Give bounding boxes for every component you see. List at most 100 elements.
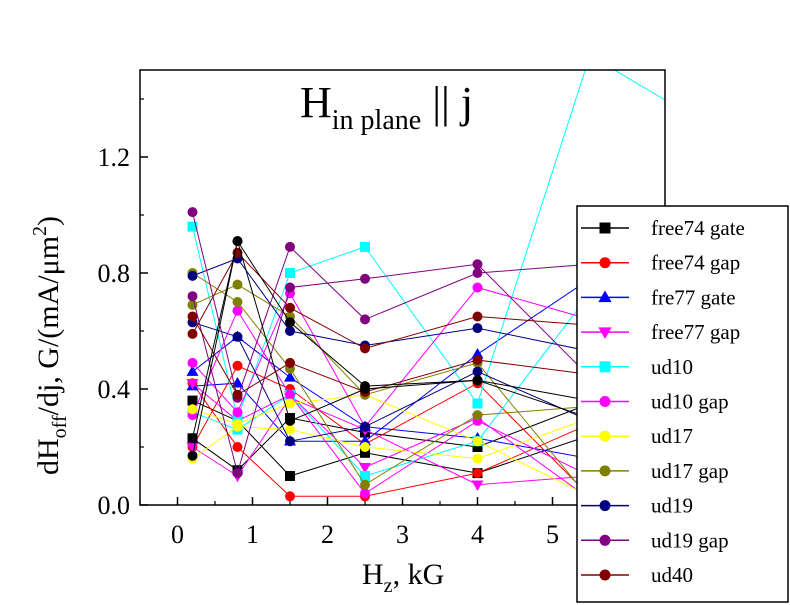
legend-label: free77 gap <box>651 320 740 344</box>
x-tick-label-0: 0 <box>171 520 184 549</box>
series-4-point-0-5 <box>585 51 595 61</box>
series-7-point-0-1 <box>232 279 243 290</box>
legend-swatch-marker <box>599 465 611 477</box>
x-axis-label-main: H <box>362 558 384 591</box>
legend-label: fre77 gate <box>651 285 736 309</box>
series-9-point-1-0 <box>187 291 198 302</box>
series-9-point-1-4 <box>472 259 483 270</box>
series-7-point-1-3 <box>360 479 370 490</box>
x-tick-label-2: 2 <box>321 520 334 549</box>
chart-title-main: H <box>300 78 332 127</box>
series-9-point-1-3 <box>360 273 370 284</box>
series-10-point-1-2 <box>285 357 295 368</box>
series-8-point-1-1 <box>232 331 243 342</box>
y-axis-label-mid: /dj, G/(mA/μm <box>32 236 65 415</box>
legend-label: ud10 gap <box>651 390 729 414</box>
legend-label: ud19 gap <box>651 528 729 552</box>
legend-label: ud10 <box>651 355 693 379</box>
legend-items: free74 gate free74 gap fre77 gate free77 ga… <box>581 216 745 587</box>
series-5-point-0-0 <box>187 357 198 368</box>
series-6-point-0-3 <box>360 442 370 452</box>
series-5-point-1-2 <box>285 389 295 400</box>
y-axis-label-sub: off <box>49 415 71 438</box>
series-11-point-1-3 <box>360 381 370 392</box>
series-10-point-0-3 <box>360 343 370 354</box>
series-3-point-1-0 <box>186 378 199 390</box>
series-0-point-0-2 <box>285 471 295 481</box>
series-8-point-1-3 <box>360 421 370 432</box>
legend-item-7: ud17 gap <box>581 459 729 483</box>
series-6-point-0-2 <box>285 424 295 435</box>
legend-swatch-marker <box>599 257 611 269</box>
legend-label: ud17 gap <box>651 459 729 483</box>
legend-label: free74 gate <box>651 216 745 240</box>
series-0-point-0-0 <box>187 395 198 406</box>
legend-item-4: ud10 <box>581 355 693 379</box>
legend-label: ud40 <box>651 563 693 587</box>
series-2-point-0-3 <box>359 434 371 446</box>
series-10-point-0-2 <box>285 302 295 313</box>
series-4-point-0-1 <box>232 413 243 423</box>
series-8-point-0-0 <box>187 270 198 281</box>
series-0-point-0-3 <box>360 447 370 458</box>
series-0-point-1-4 <box>472 442 483 452</box>
series-10-point-0-4 <box>472 311 483 322</box>
series-10-point-1-0 <box>187 311 198 322</box>
legend: free74 gate free74 gap fre77 gate free77 ga… <box>576 205 789 603</box>
series-5-point-1-3 <box>360 488 370 499</box>
series-3-point-0-4 <box>471 480 484 491</box>
legend-label: ud19 <box>651 494 693 518</box>
y-axis-label-pre: dH <box>32 438 65 475</box>
series-8-point-0-4 <box>472 323 483 334</box>
chart-title: Hin plane || j <box>300 78 473 136</box>
series-10-point-1-4 <box>472 355 483 365</box>
legend-swatch-marker <box>599 534 611 546</box>
series-9-point-0-2 <box>285 241 295 252</box>
y-axis-label-post: ) <box>32 216 65 226</box>
series-7-point-1-4 <box>472 410 483 421</box>
series-1-point-0-1 <box>232 442 243 452</box>
series-1-point-0-4 <box>472 468 483 479</box>
series-11-point-0-0 <box>187 450 198 461</box>
series-5-point-1-1 <box>232 305 243 316</box>
series-2-point-1-0 <box>186 365 199 376</box>
y-axis-label: dHoff/dj, G/(mA/μm2) <box>29 216 71 475</box>
chart-title-rest: || j <box>421 78 473 127</box>
x-tick-label-4: 4 <box>471 520 484 549</box>
legend-item-8: ud19 <box>581 494 693 518</box>
legend-item-9: ud19 gap <box>581 528 729 552</box>
series-9-point-1-2 <box>285 282 295 293</box>
chart-title-sub: in plane <box>332 105 421 136</box>
series-2-point-0-4 <box>471 347 484 359</box>
legend-item-2: fre77 gate <box>581 285 736 309</box>
series-11-point-1-2 <box>285 317 295 328</box>
x-axis-label-sub: z <box>384 575 393 597</box>
series-5-point-0-4 <box>472 282 483 293</box>
series-1-point-0-2 <box>285 491 295 502</box>
legend-item-0: free74 gate <box>581 216 745 240</box>
legend-label: free74 gap <box>651 251 740 275</box>
legend-swatch-marker <box>599 500 611 512</box>
series-6-point-1-0 <box>187 404 198 415</box>
series-4-point-0-4 <box>472 398 483 409</box>
series-4-point-0-2 <box>285 268 295 278</box>
legend-label: ud17 <box>651 424 693 448</box>
x-tick-label-3: 3 <box>396 520 409 549</box>
y-tick-label-2: 0.8 <box>98 259 131 288</box>
legend-swatch-marker <box>599 396 611 407</box>
legend-swatch-marker <box>599 222 611 234</box>
y-tick-label-3: 1.2 <box>98 143 131 172</box>
legend-swatch-marker <box>599 430 611 442</box>
series-4-point-0-3 <box>360 241 370 252</box>
series-4-point-0-6 <box>698 117 708 127</box>
series-9-point-0-6 <box>698 175 708 185</box>
x-tick-label-1: 1 <box>246 520 259 549</box>
legend-item-3: free77 gap <box>581 320 740 344</box>
series-11-point-1-4 <box>472 375 483 386</box>
legend-item-5: ud10 gap <box>581 390 729 414</box>
series-6-point-0-4 <box>472 453 483 464</box>
legend-item-1: free74 gap <box>581 251 740 275</box>
x-tick-label-5: 5 <box>546 520 559 549</box>
series-11-point-1-1 <box>232 236 243 247</box>
series-9-point-0-0 <box>187 207 198 218</box>
